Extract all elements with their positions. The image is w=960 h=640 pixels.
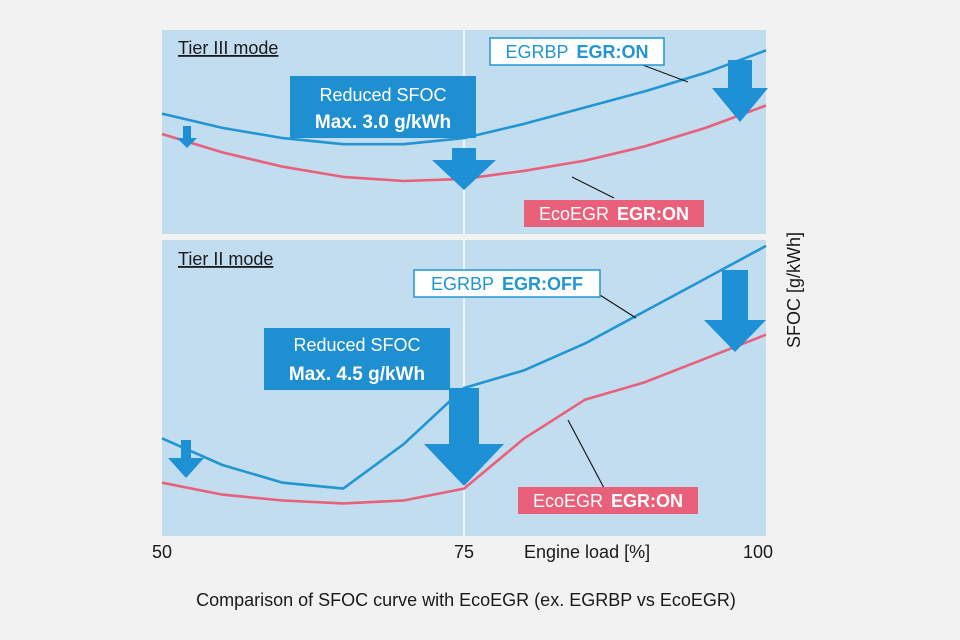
panel-tier-ii: Tier II mode Reduced SFOC Max. 4.5 g/kWh…: [161, 240, 767, 536]
ecoegr-leader-line: [567, 419, 605, 489]
ecoegr-label-box: [518, 487, 698, 514]
small-down-arrow: [168, 440, 204, 478]
mid-down-arrow: [424, 388, 504, 486]
figure-caption: Comparison of SFOC curve with EcoEGR (ex…: [196, 590, 736, 610]
ecoegr-label: EcoEGR EGR:ON: [539, 204, 689, 224]
callout-line-2: Max. 4.5 g/kWh: [289, 364, 425, 385]
ecoegr-series-line: [161, 333, 767, 505]
egrbp-label-box: [413, 269, 601, 298]
x-tick-label: 100: [743, 542, 773, 562]
x-tick-label: 50: [152, 542, 172, 562]
callout-line-2: Max. 3.0 g/kWh: [315, 112, 451, 133]
y-axis-title: SFOC [g/kWh]: [784, 232, 804, 348]
egrbp-label-box: [489, 37, 665, 66]
ecoegr-label: EcoEGR EGR:ON: [533, 491, 683, 511]
mode-label: Tier III mode: [178, 38, 278, 58]
ecoegr-label-box: [524, 200, 704, 227]
reduced-sfoc-callout: [264, 328, 450, 390]
panel-tier-iii: Tier III mode Reduced SFOC Max. 3.0 g/kW…: [161, 30, 768, 234]
mid-down-arrow: [432, 148, 496, 190]
callout-line-1: Reduced SFOC: [319, 85, 446, 105]
egrbp-leader-line: [639, 63, 689, 83]
callout-line-1: Reduced SFOC: [293, 335, 420, 355]
x-tick-label: 75: [454, 542, 474, 562]
ecoegr-leader-line: [571, 176, 615, 199]
reduced-sfoc-callout: [290, 76, 476, 138]
right-down-arrow: [704, 270, 766, 352]
egrbp-label: EGRBP EGR:OFF: [431, 274, 583, 294]
mode-label: Tier II mode: [178, 249, 273, 269]
egrbp-series-line: [161, 49, 767, 146]
right-down-arrow: [712, 60, 768, 122]
egrbp-label: EGRBP EGR:ON: [505, 42, 648, 62]
small-down-arrow: [177, 126, 197, 148]
x-axis-title: Engine load [%]: [524, 542, 650, 562]
